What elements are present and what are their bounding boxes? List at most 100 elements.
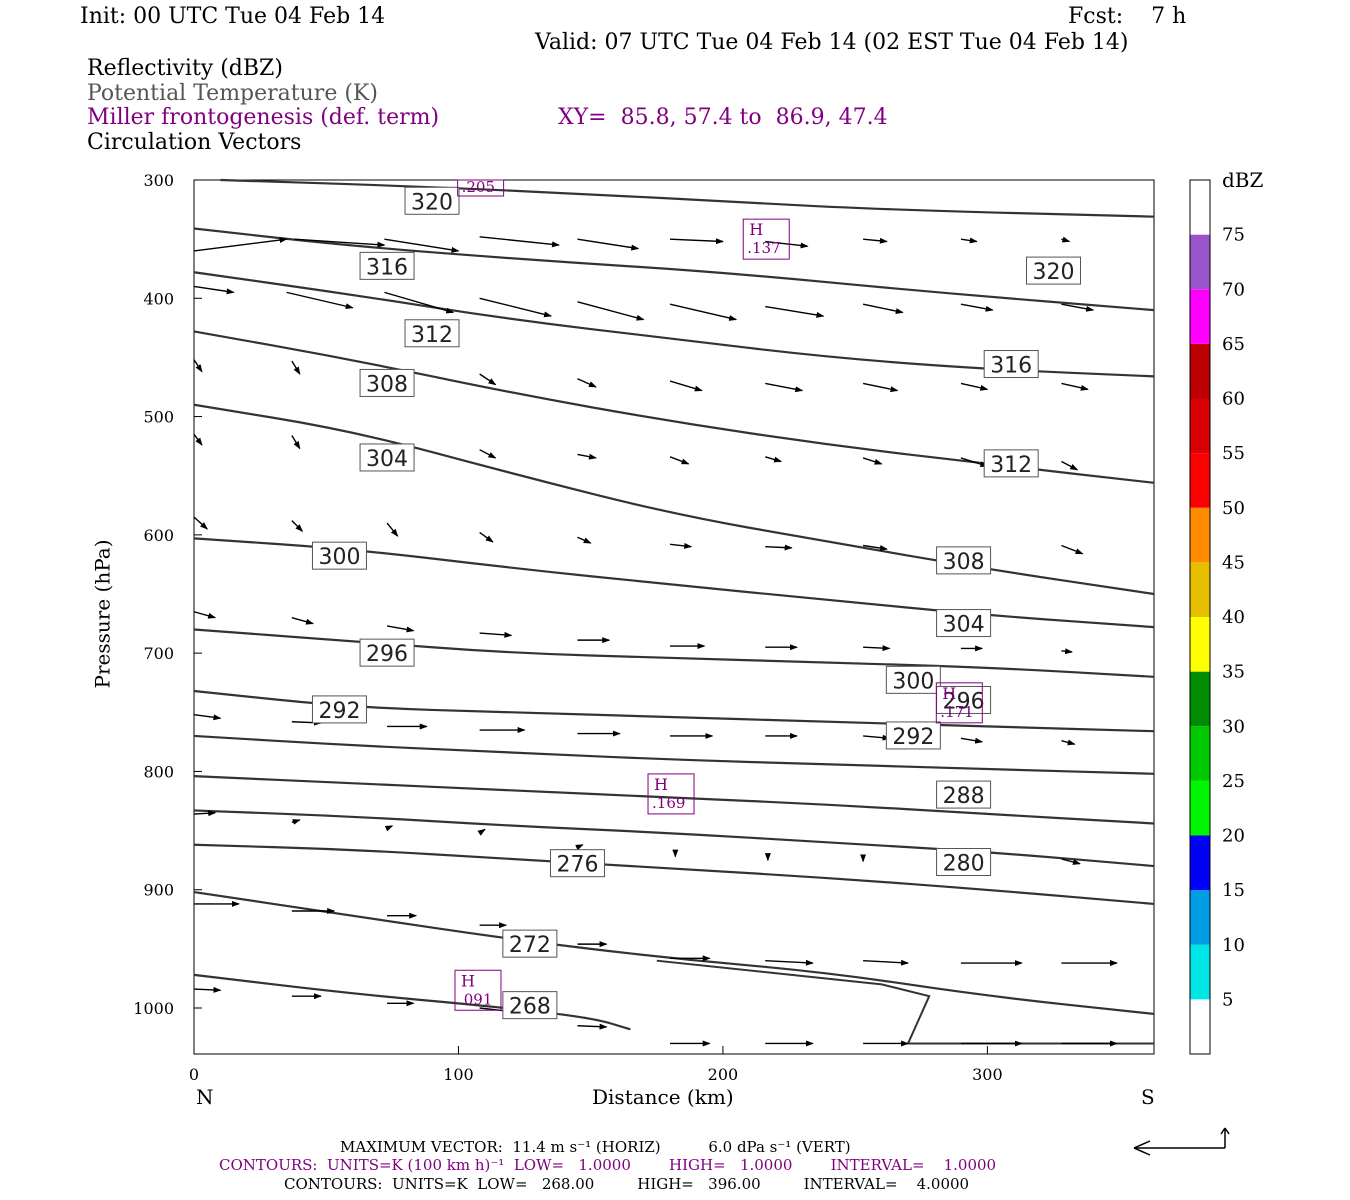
circulation-vector: [193, 986, 222, 993]
cross-section-endpoints: XY= 85.8, 57.4 to 86.9, 47.4: [558, 105, 888, 130]
svg-text:312: 312: [411, 323, 453, 348]
circulation-vector: [863, 237, 888, 244]
colorbar-swatch: [1190, 562, 1210, 617]
svg-text:.171: .171: [940, 703, 973, 721]
circulation-vector: [863, 734, 891, 741]
isentrope-label: 292: [885, 721, 941, 750]
circulation-vector: [669, 456, 690, 465]
colorbar-swatch: [1190, 507, 1210, 563]
colorbar-swatch: [1190, 398, 1210, 454]
isentrope-272-12: [193, 890, 1155, 1016]
circulation-vector: [386, 625, 415, 633]
colorbar-swatch: [1190, 617, 1210, 672]
reference-vector-icon: [1133, 1127, 1230, 1156]
colorbar-level: 35: [1222, 662, 1245, 683]
svg-text:H: H: [749, 220, 763, 239]
circulation-vector: [960, 303, 994, 312]
frontogenesis-maximum: H.169: [647, 773, 695, 815]
colorbar-unit: dBZ: [1222, 168, 1264, 192]
y-tick-label: 400: [143, 289, 174, 308]
isentrope-label: 292: [311, 695, 367, 724]
y-tick-label: 1000: [133, 999, 174, 1018]
circulation-vector: [479, 297, 552, 318]
x-tick-label: 0: [189, 1065, 199, 1084]
circulation-vector: [193, 285, 235, 295]
circulation-vector: [291, 360, 301, 375]
plot-frame: [193, 179, 1155, 1055]
colorbar-level: 75: [1222, 225, 1245, 246]
circulation-vector: [765, 240, 809, 249]
isentrope-label: 304: [936, 609, 992, 638]
colorbar-swatch: [1190, 453, 1210, 508]
circulation-vector: [577, 301, 645, 321]
x-tick-label: 200: [708, 1065, 739, 1084]
isentrope-304-5: [193, 537, 1155, 629]
isentrope-312-3: [193, 330, 1155, 484]
svg-text:272: 272: [509, 933, 551, 958]
y-tick-label: 600: [143, 526, 174, 545]
circulation-vector: [669, 303, 738, 321]
circulation-vector: [1061, 382, 1089, 391]
circulation-vector: [960, 457, 989, 468]
colorbar-level: 10: [1222, 935, 1245, 956]
circulation-vector: [477, 828, 486, 836]
circulation-vector: [386, 522, 399, 537]
colorbar-level: 15: [1222, 880, 1245, 901]
svg-text:300: 300: [892, 669, 934, 694]
colorbar-swatch: [1190, 999, 1210, 1054]
circulation-vector: [960, 382, 989, 391]
circulation-vector: [193, 433, 203, 446]
circulation-vector: [1061, 739, 1076, 746]
circulation-vector: [765, 456, 783, 463]
svg-text:H: H: [461, 971, 475, 990]
isentrope-label: 300: [311, 541, 367, 570]
frontogenesis-contour-layer: [656, 959, 1154, 1045]
circulation-vector: [291, 616, 314, 625]
colorbar-swatch: [1190, 890, 1210, 945]
y-tick-label: 500: [143, 408, 174, 427]
colorbar-level: 60: [1222, 389, 1245, 410]
x-axis-title: Distance (km): [592, 1085, 734, 1109]
field-potential-temperature: Potential Temperature (K): [87, 81, 378, 106]
circulation-vector: [479, 449, 497, 459]
frontogenesis-maximum: H.171: [935, 682, 983, 724]
circulation-vector: [862, 382, 899, 393]
colorbar: 5 10 15 20 25 30 35 40 45 50 55 60 65 70 75: [1189, 179, 1245, 1055]
frontogenesis-maximum: .205: [457, 178, 505, 197]
circulation-vector: [575, 844, 584, 851]
colorbar-level: 65: [1222, 334, 1245, 355]
circulation-vector: [1061, 858, 1081, 865]
isentrope-layer: [193, 178, 1155, 1031]
isentrope-label: 280: [936, 848, 992, 877]
circulation-vector: [577, 1023, 608, 1030]
colorbar-level: 5: [1222, 989, 1233, 1010]
svg-text:288: 288: [943, 784, 985, 809]
svg-text:308: 308: [366, 372, 408, 397]
circulation-vector: [193, 810, 217, 817]
isentrope-280-10: [193, 809, 1155, 868]
svg-text:300: 300: [318, 545, 360, 570]
svg-text:320: 320: [1033, 260, 1075, 285]
theta-contour-note: CONTOURS: UNITS=K LOW= 268.00 HIGH= 396.…: [284, 1175, 970, 1193]
y-tick-label: 700: [143, 644, 174, 663]
svg-text:.091: .091: [459, 990, 492, 1008]
circulation-vector: [862, 544, 888, 551]
south-end-label: S: [1141, 1085, 1155, 1109]
colorbar-swatch: [1190, 726, 1210, 781]
colorbar-level: 50: [1222, 498, 1245, 519]
max-vector-note: MAXIMUM VECTOR: 11.4 m s⁻¹ (HORIZ) 6.0 d…: [340, 1138, 851, 1156]
isentrope-label: 276: [549, 849, 605, 878]
circulation-vector: [863, 645, 891, 652]
circulation-vector: [193, 713, 222, 721]
valid-time: Valid: 07 UTC Tue 04 Feb 14 (02 EST Tue …: [535, 30, 1129, 55]
circulation-vector: [669, 542, 693, 549]
circulation-vector: [291, 819, 301, 825]
svg-text:308: 308: [943, 550, 985, 575]
forecast-hour: Fcst: 7 h: [1068, 4, 1187, 29]
isentrope-label: 312: [983, 449, 1039, 478]
svg-text:.169: .169: [652, 794, 685, 812]
isentrope-320-0: [220, 178, 1155, 218]
isentrope-276-11: [193, 843, 1155, 906]
circulation-vector: [291, 435, 301, 450]
circulation-vector: [765, 382, 804, 393]
